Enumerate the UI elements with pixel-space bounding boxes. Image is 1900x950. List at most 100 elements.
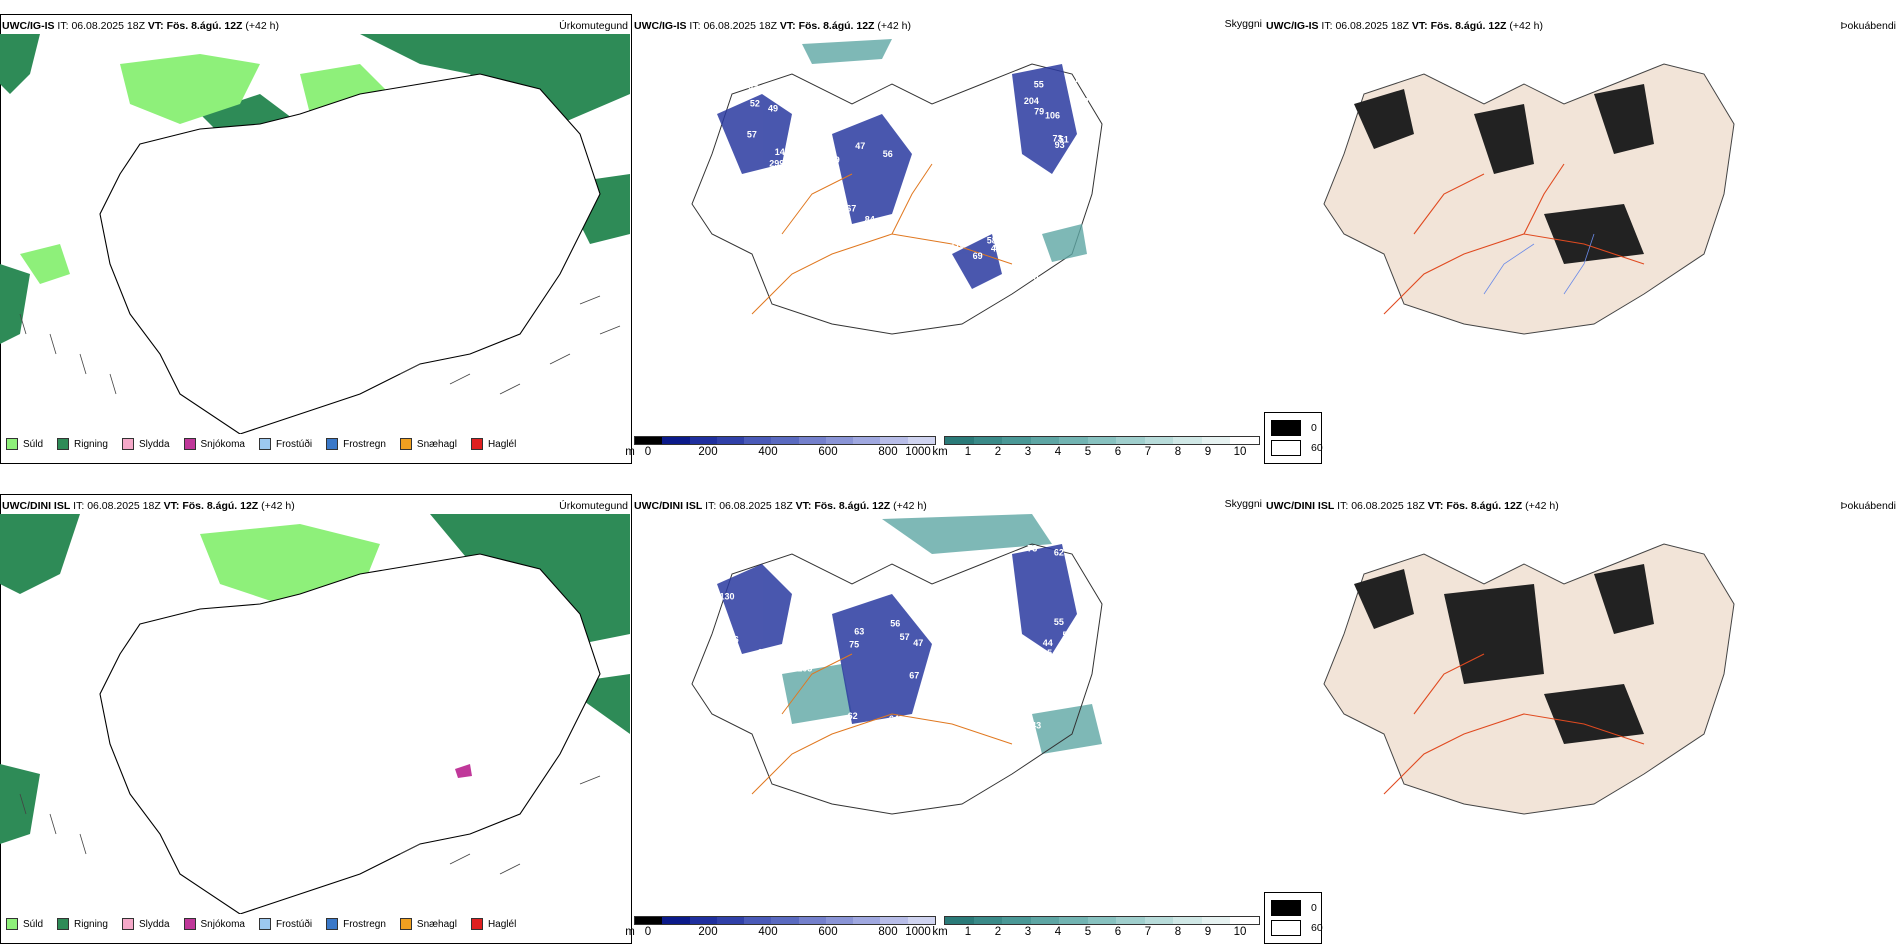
swatch-snow xyxy=(183,438,196,450)
legend-label: Snæhagl xyxy=(416,918,457,930)
legend-label: Súld xyxy=(23,438,44,450)
cloud-height-label: 49 xyxy=(768,104,778,114)
visibility-scale: km 1 2 3 4 5 6 7 8 9 10 xyxy=(932,436,1260,459)
cloud-height-label: 44 xyxy=(712,594,722,604)
swatch-freezing-drizzle xyxy=(258,918,271,930)
scale-segment xyxy=(1059,437,1088,444)
low-visibility-areas xyxy=(782,514,1102,754)
cloud-height-label: 79 xyxy=(1034,107,1044,117)
cloud-height-label: 47 xyxy=(913,638,923,648)
cloud-height-label: 106 xyxy=(1045,111,1060,121)
tick: 10 xyxy=(1233,446,1247,458)
init-time: 06.08.2025 18Z xyxy=(703,20,777,32)
legend-label: 0 xyxy=(1311,902,1317,914)
cloud-height-label: 46 xyxy=(729,634,739,644)
scale-segment xyxy=(1030,437,1060,444)
map-type-label: Úrkomutegund xyxy=(559,20,628,32)
fog-legend-item: 60 xyxy=(1271,920,1323,936)
precip-legend: Súld Rigning Slydda Snjókoma Frostúði Fr… xyxy=(6,438,516,450)
iceland-coastline xyxy=(99,553,601,914)
swatch-freezing-rain xyxy=(326,438,339,450)
valid-time: Fös. 8.ágú. 12Z xyxy=(814,500,891,512)
swatch-rain xyxy=(57,918,70,930)
scale-segment xyxy=(1144,437,1174,444)
vt-label: VT: xyxy=(795,500,812,512)
valid-time: Fös. 8.ágú. 12Z xyxy=(1446,500,1523,512)
fog-legend: 0 60 xyxy=(1264,412,1323,464)
scale-segment xyxy=(1059,917,1088,924)
cloud-height-label: 43 xyxy=(1004,170,1014,180)
legend-label: Frostregn xyxy=(343,438,386,450)
cloud-height-label: 57 xyxy=(1032,235,1042,245)
tick: 9 xyxy=(1204,926,1212,938)
cloud-height-label: 58 xyxy=(721,163,731,173)
scale-segment xyxy=(771,917,799,924)
cloud-height-label: 58 xyxy=(948,728,958,738)
cloud-height-label: 103 xyxy=(1023,658,1038,668)
scale-segment xyxy=(907,917,935,924)
cloud-height-label: 299 xyxy=(769,159,784,169)
cloud-height-label: 70 xyxy=(1029,273,1039,283)
map-type-label: Úrkomutegund xyxy=(559,500,628,512)
height-ticks: m 0 200 400 600 800 1000 xyxy=(625,925,936,939)
scale-segment xyxy=(1173,437,1202,444)
tick: 1 xyxy=(964,446,972,458)
visibility-map-bottom: UWC/DINI ISL IT: 06.08.2025 18Z VT: Fös.… xyxy=(632,494,1264,944)
vt-label: VT: xyxy=(1411,20,1428,32)
cloud-height-label: 95 xyxy=(932,150,942,160)
cloud-height-label: 52 xyxy=(750,98,760,108)
cloud-height-label: 85 xyxy=(878,242,888,252)
cloud-height-label: 95 xyxy=(1042,648,1052,658)
scale-segment xyxy=(1116,437,1145,444)
tick: 5 xyxy=(1084,926,1092,938)
legend-item-snow-pellets: Snæhagl xyxy=(399,438,457,450)
cloud-height-labels: 100 64 44 52 68 63 73 39 53 47 55 61 44 57 103 67 78 62 62… xyxy=(712,544,1078,771)
height-color-bar xyxy=(634,916,936,925)
tick: 10 xyxy=(1233,926,1247,938)
tick: 1 xyxy=(964,926,972,938)
tick: 1000 xyxy=(905,446,931,458)
legend-item-sleet: Slydda xyxy=(121,438,170,450)
wind-barbs xyxy=(19,775,601,875)
scale-segment xyxy=(973,917,1003,924)
cloud-height-label: 88 xyxy=(942,228,952,238)
visibility-unit: km xyxy=(932,926,948,938)
cloud-height-label: 57 xyxy=(974,744,984,754)
visibility-color-bar xyxy=(944,436,1260,445)
scale-segment xyxy=(716,917,745,924)
map-title: UWC/DINI ISL IT: 06.08.2025 18Z VT: Fös.… xyxy=(2,500,295,512)
swatch-drizzle xyxy=(6,918,18,930)
cloud-height-label: 42 xyxy=(991,243,1001,253)
cloud-height-label: 56 xyxy=(883,149,893,159)
model-name: UWC/DINI ISL xyxy=(634,500,703,512)
tick: 800 xyxy=(878,446,898,458)
fog-legend-item: 0 xyxy=(1271,900,1317,916)
tick: 200 xyxy=(698,926,718,938)
swatch-sleet xyxy=(121,438,134,450)
cloud-height-label: 77 xyxy=(788,102,798,112)
visibility-scale: km 1 2 3 4 5 6 7 8 9 10 xyxy=(932,916,1260,939)
lead-time: (+42 h) xyxy=(245,20,279,32)
legend-item-snow: Snjókoma xyxy=(183,918,245,930)
map-type-label: Skyggni xyxy=(1224,498,1262,510)
visibility-ticks: km 1 2 3 4 5 6 7 8 9 10 xyxy=(932,925,1260,939)
cloud-height-label: 68 xyxy=(758,648,768,658)
legend-label: Frostregn xyxy=(343,918,386,930)
cloud-height-label: 93 xyxy=(1055,140,1065,150)
cloud-areas xyxy=(717,544,1077,724)
cloud-height-label: 64 xyxy=(905,724,915,734)
cloud-height-label: 51 xyxy=(1059,134,1069,144)
cloud-height-label: 115 xyxy=(950,240,965,250)
tick: 600 xyxy=(818,446,838,458)
scale-segment xyxy=(945,917,974,924)
scale-segment xyxy=(825,917,854,924)
cloud-height-label: 89 xyxy=(748,81,758,91)
cloud-height-label: 76 xyxy=(1075,74,1085,84)
it-label: IT: xyxy=(705,500,717,512)
fog-map-canvas xyxy=(1323,543,1735,815)
fog-legend: 0 60 xyxy=(1264,892,1323,944)
tick: 4 xyxy=(1054,446,1062,458)
scale-segment xyxy=(635,917,663,924)
valid-time: Fös. 8.ágú. 12Z xyxy=(1430,20,1507,32)
cloud-height-label: 58 xyxy=(987,236,997,246)
